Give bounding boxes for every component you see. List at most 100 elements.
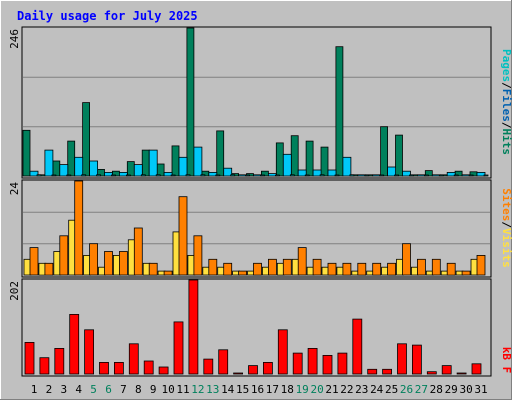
bar-kb-f (39, 357, 50, 375)
bar-files (104, 171, 113, 177)
bar-hits (22, 129, 31, 177)
bar-kb-f (218, 349, 229, 375)
bar-kb-f (322, 354, 333, 375)
bar-sites (148, 262, 158, 276)
bar-files (119, 171, 128, 177)
x-tick-label: 9 (150, 383, 157, 396)
bar-pages (245, 174, 251, 177)
x-tick-label: 24 (370, 383, 384, 396)
bar-sites (133, 227, 143, 276)
bar-pages (200, 174, 206, 177)
bar-sites (387, 262, 397, 276)
bar-pages (215, 174, 221, 177)
bar-kb-f (337, 352, 348, 375)
bar-files (342, 156, 352, 177)
x-tick-label: 21 (325, 383, 338, 396)
bar-pages (111, 174, 116, 177)
label-hits: Hits (500, 129, 512, 156)
bar-kb-f (471, 363, 482, 375)
panel-frame-middle (21, 179, 492, 278)
top-ymax-label: 246 (8, 29, 21, 49)
x-tick-label: 2 (46, 383, 53, 396)
bar-sites (119, 251, 128, 276)
bar-sites (59, 235, 69, 276)
bar-kb-f (233, 372, 244, 375)
x-tick-label: 12 (191, 383, 204, 396)
bar-sites (416, 258, 426, 276)
bar-sites (431, 258, 441, 276)
bar-kb-f (69, 313, 80, 375)
bar-pages (96, 174, 101, 177)
bar-sites (476, 254, 486, 276)
bar-pages (438, 174, 444, 177)
bar-hits (156, 163, 165, 177)
bar-kb-f (143, 360, 154, 375)
x-tick-label: 10 (161, 383, 174, 396)
bar-kb-f (24, 341, 35, 375)
bar-kb-f (54, 347, 65, 375)
bar-sites (446, 262, 456, 276)
bar-hits (305, 140, 314, 177)
bar-sites (342, 262, 352, 276)
bar-files (446, 171, 456, 177)
bar-hits (320, 146, 329, 177)
bar-sites (29, 247, 39, 276)
bar-sites (163, 270, 173, 276)
bar-kb-f (367, 368, 378, 375)
x-tick-label: 22 (340, 383, 353, 396)
bottom-right-label: kB F (500, 347, 512, 374)
bar-pages (394, 174, 400, 177)
bar-kb-f (99, 361, 109, 375)
x-tick-label: 14 (221, 383, 235, 396)
bar-hits (141, 149, 150, 177)
x-tick-label: 23 (355, 383, 368, 396)
bar-kb-f (411, 344, 422, 375)
bar-sites (208, 258, 218, 276)
bar-pages (334, 174, 340, 177)
bar-kb-f (277, 329, 288, 375)
bar-kb-f (382, 368, 393, 375)
bar-kb-f (128, 343, 139, 375)
label-sep-2: / (500, 122, 512, 129)
bar-files (223, 167, 233, 177)
bar-pages (304, 174, 310, 177)
bar-pages (409, 174, 414, 177)
bar-sites (297, 247, 307, 276)
x-tick-label: 13 (206, 383, 219, 396)
x-tick-label: 1 (31, 383, 38, 396)
bar-pages (289, 174, 295, 177)
bar-kb-f (426, 371, 437, 375)
x-tick-label: 27 (415, 383, 428, 396)
bar-pages (126, 174, 131, 177)
bar-files (178, 156, 188, 177)
x-tick-label: 29 (445, 383, 458, 396)
bar-hits (82, 102, 90, 177)
bar-sites (312, 258, 322, 276)
panel-frame-top (21, 26, 492, 179)
bar-kb-f (203, 358, 214, 375)
bar-sites (178, 196, 188, 276)
x-tick-label: 15 (236, 383, 249, 396)
bar-pages (319, 174, 325, 177)
x-tick-label: 4 (75, 383, 82, 396)
bar-sites (44, 262, 54, 276)
bar-files (387, 166, 397, 177)
x-tick-label: 7 (120, 383, 127, 396)
bar-pages (51, 174, 57, 177)
bar-sites (461, 270, 471, 276)
bar-files (44, 149, 54, 177)
bar-files (327, 169, 337, 177)
bar-pages (483, 174, 489, 177)
bar-sites (223, 262, 233, 276)
x-tick-label: 16 (251, 383, 264, 396)
bar-hits (275, 142, 284, 177)
bar-sites (357, 262, 367, 276)
bar-files (193, 146, 203, 177)
bar-hits (380, 126, 389, 177)
bar-pages (185, 174, 191, 177)
bar-pages (468, 174, 474, 177)
bar-sites (104, 251, 113, 276)
bar-pages (155, 174, 161, 177)
bar-pages (379, 174, 385, 177)
bar-files (163, 171, 173, 177)
